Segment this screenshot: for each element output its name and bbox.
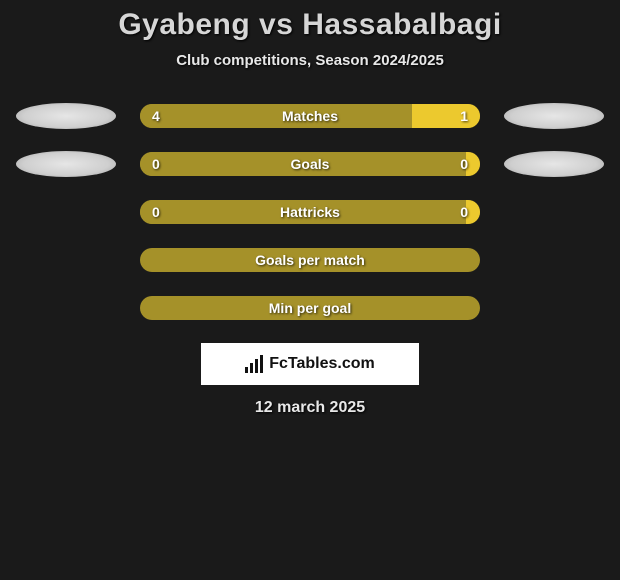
stats-list: 41Matches00Goals00HattricksGoals per mat… bbox=[0, 103, 620, 321]
stat-row: Goals per match bbox=[0, 247, 620, 273]
stat-value-left: 0 bbox=[152, 204, 160, 220]
stat-value-right: 0 bbox=[460, 156, 468, 172]
spacer bbox=[504, 295, 604, 321]
date-label: 12 march 2025 bbox=[0, 399, 620, 417]
player-shadow-left bbox=[16, 151, 116, 177]
comparison-widget: Gyabeng vs Hassabalbagi Club competition… bbox=[0, 0, 620, 417]
stat-row: 00Goals bbox=[0, 151, 620, 177]
bar-segment bbox=[140, 248, 480, 272]
brand-box[interactable]: FcTables.com bbox=[201, 343, 419, 385]
bar-segment-left: 4 bbox=[140, 104, 412, 128]
stat-row: 00Hattricks bbox=[0, 199, 620, 225]
bar-segment-right: 0 bbox=[466, 152, 480, 176]
stat-bar: 41Matches bbox=[140, 104, 480, 128]
player-shadow-right bbox=[504, 103, 604, 129]
stat-value-left: 4 bbox=[152, 108, 160, 124]
bar-segment-right: 0 bbox=[466, 200, 480, 224]
stat-value-right: 0 bbox=[460, 204, 468, 220]
spacer bbox=[16, 199, 116, 225]
spacer bbox=[504, 247, 604, 273]
player-shadow-left bbox=[16, 103, 116, 129]
spacer bbox=[16, 247, 116, 273]
player-shadow-right bbox=[504, 151, 604, 177]
brand-text: FcTables.com bbox=[269, 355, 375, 373]
subtitle: Club competitions, Season 2024/2025 bbox=[0, 52, 620, 69]
page-title: Gyabeng vs Hassabalbagi bbox=[0, 8, 620, 42]
bar-chart-icon bbox=[245, 355, 263, 373]
stat-bar: 00Hattricks bbox=[140, 200, 480, 224]
bar-segment-left: 0 bbox=[140, 152, 466, 176]
bar-segment-right: 1 bbox=[412, 104, 480, 128]
stat-row: 41Matches bbox=[0, 103, 620, 129]
stat-bar: 00Goals bbox=[140, 152, 480, 176]
bar-segment-left: 0 bbox=[140, 200, 466, 224]
spacer bbox=[504, 199, 604, 225]
stat-bar: Goals per match bbox=[140, 248, 480, 272]
stat-bar: Min per goal bbox=[140, 296, 480, 320]
stat-value-right: 1 bbox=[460, 108, 468, 124]
stat-row: Min per goal bbox=[0, 295, 620, 321]
spacer bbox=[16, 295, 116, 321]
bar-segment bbox=[140, 296, 480, 320]
stat-value-left: 0 bbox=[152, 156, 160, 172]
